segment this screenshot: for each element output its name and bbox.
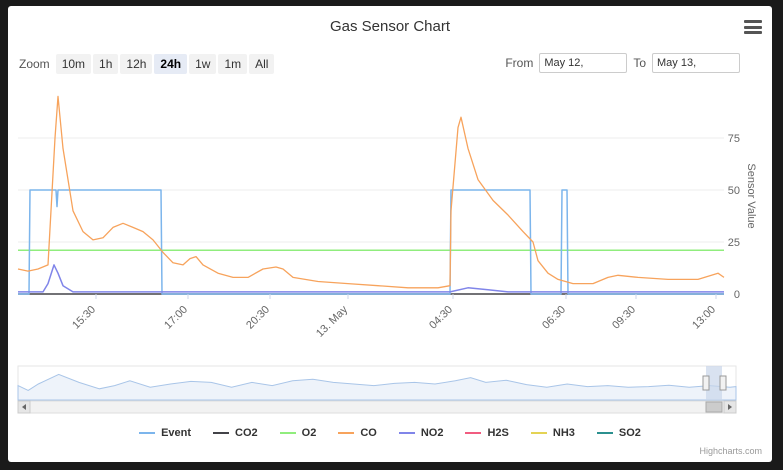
legend-swatch <box>465 432 482 434</box>
legend-item-nh3[interactable]: NH3 <box>530 427 575 439</box>
legend-swatch <box>213 432 230 434</box>
legend-swatch <box>398 432 415 434</box>
zoom-button-1w[interactable]: 1w <box>189 54 217 74</box>
series-line-event[interactable] <box>18 189 724 295</box>
zoom-button-24h[interactable]: 24h <box>154 54 188 74</box>
y-tick-label: 25 <box>728 237 740 249</box>
legend-swatch <box>530 432 547 434</box>
scrollbar-track[interactable] <box>17 400 737 414</box>
zoom-button-10m[interactable]: 10m <box>55 54 92 74</box>
zoom-label: Zoom <box>19 57 50 71</box>
hamburger-menu-icon[interactable] <box>744 20 762 34</box>
chevron-right-icon <box>728 404 732 410</box>
y-axis-ticks: 0 25 50 75 <box>728 133 740 301</box>
scrollbar[interactable] <box>17 400 737 414</box>
y-tick-label: 50 <box>728 185 740 197</box>
legend-item-so2[interactable]: SO2 <box>596 427 641 439</box>
chart-title: Gas Sensor Chart <box>329 18 451 35</box>
legend-label: H2S <box>487 427 509 439</box>
zoom-button-1m[interactable]: 1m <box>218 54 248 74</box>
navigator[interactable] <box>17 365 737 401</box>
y-tick-label: 75 <box>728 133 740 145</box>
x-tick-label: 20:30 <box>244 304 272 332</box>
series-layer <box>17 95 725 295</box>
legend-item-no2[interactable]: NO2 <box>398 427 444 439</box>
zoom-button-all[interactable]: All <box>249 54 275 74</box>
y-axis-label: Sensor Value <box>745 163 757 228</box>
chart-container: Gas Sensor Chart Zoom 10m 1h 12h 24h 1w … <box>8 6 772 462</box>
range-selector: Zoom 10m 1h 12h 24h 1w 1m All <box>19 53 275 75</box>
to-label: To <box>633 56 646 70</box>
y-tick-label: 0 <box>734 289 740 301</box>
grid-lines <box>18 137 724 295</box>
series-line-no2[interactable] <box>18 264 724 293</box>
scrollbar-thumb[interactable] <box>705 401 723 413</box>
to-date-input[interactable]: May 13, <box>652 53 740 73</box>
credits-link[interactable]: Highcharts.com <box>699 446 762 456</box>
x-tick-label: 13:00 <box>690 304 718 332</box>
legend: Event CO2 O2 CO NO2 H2S NH3 SO2 <box>8 427 772 439</box>
series-line-co[interactable] <box>17 95 725 289</box>
navigator-handle-right[interactable] <box>719 375 727 391</box>
legend-label: SO2 <box>618 427 641 439</box>
x-axis-ticks: 15:30 17:00 20:30 13. May 04:30 06:30 09:30 13:… <box>70 294 718 340</box>
x-tick-label: 06:30 <box>540 304 568 332</box>
legend-item-o2[interactable]: O2 <box>279 427 317 439</box>
navigator-series <box>17 373 737 401</box>
legend-swatch <box>338 432 355 434</box>
date-range-inputs: From May 12, To May 13, <box>505 53 740 73</box>
from-label: From <box>505 56 534 70</box>
legend-item-co2[interactable]: CO2 <box>213 427 258 439</box>
zoom-button-12h[interactable]: 12h <box>120 54 153 74</box>
legend-item-h2s[interactable]: H2S <box>465 427 509 439</box>
legend-label: NH3 <box>552 427 575 439</box>
legend-item-event[interactable]: Event <box>139 427 191 439</box>
legend-label: CO <box>360 427 377 439</box>
navigator-mask <box>706 366 722 400</box>
x-tick-label: 09:30 <box>610 304 638 332</box>
legend-swatch <box>279 432 296 434</box>
zoom-button-1h[interactable]: 1h <box>93 54 119 74</box>
x-tick-label: 04:30 <box>427 304 455 332</box>
navigator-handle-left[interactable] <box>702 375 710 391</box>
legend-label: Event <box>161 427 192 439</box>
chart-plot: 0 25 50 75 15:30 17:00 20:30 13. May 04:30 06:30… <box>17 95 757 414</box>
chevron-left-icon <box>22 404 26 410</box>
legend-label: O2 <box>301 427 317 439</box>
from-date-input[interactable]: May 12, <box>539 53 628 73</box>
legend-swatch <box>596 432 613 434</box>
x-tick-label: 17:00 <box>162 304 190 332</box>
x-tick-label: 13. May <box>314 303 351 340</box>
legend-swatch <box>139 432 156 434</box>
x-tick-label: 15:30 <box>70 304 98 332</box>
legend-item-co[interactable]: CO <box>338 427 377 439</box>
legend-label: NO2 <box>420 427 444 439</box>
legend-label: CO2 <box>235 427 258 439</box>
